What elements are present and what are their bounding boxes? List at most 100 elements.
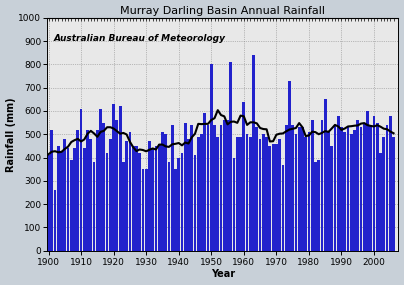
Bar [200, 134, 203, 251]
Bar [67, 148, 69, 251]
Bar [206, 125, 209, 251]
Bar [389, 116, 392, 251]
Bar [379, 153, 382, 251]
Bar [168, 162, 170, 251]
Bar [203, 113, 206, 251]
Bar [262, 134, 265, 251]
Bar [304, 137, 307, 251]
Bar [337, 116, 340, 251]
Bar [76, 130, 79, 251]
Bar [242, 101, 245, 251]
Y-axis label: Rainfall (mm): Rainfall (mm) [6, 97, 16, 172]
Bar [194, 155, 196, 251]
Bar [347, 127, 349, 251]
Bar [141, 169, 144, 251]
Bar [145, 169, 147, 251]
Bar [372, 116, 375, 251]
Bar [50, 130, 53, 251]
Bar [210, 64, 213, 251]
Bar [317, 160, 320, 251]
Bar [278, 139, 281, 251]
Bar [138, 153, 141, 251]
Bar [99, 109, 102, 251]
Bar [217, 137, 219, 251]
Bar [311, 120, 314, 251]
Bar [190, 125, 193, 251]
Bar [54, 190, 57, 251]
Bar [213, 125, 216, 251]
Bar [135, 146, 138, 251]
Bar [340, 127, 343, 251]
Bar [369, 125, 372, 251]
Bar [275, 144, 278, 251]
Bar [181, 153, 183, 251]
Bar [334, 125, 337, 251]
Bar [177, 158, 180, 251]
Bar [301, 127, 304, 251]
Bar [324, 99, 326, 251]
Bar [125, 141, 128, 251]
Bar [103, 123, 105, 251]
Bar [151, 148, 154, 251]
Bar [174, 169, 177, 251]
Bar [233, 158, 236, 251]
Bar [265, 137, 268, 251]
Bar [184, 123, 187, 251]
Bar [356, 120, 359, 251]
Bar [171, 125, 174, 251]
Bar [327, 132, 330, 251]
Bar [70, 160, 73, 251]
Bar [106, 153, 109, 251]
Bar [226, 120, 229, 251]
Bar [285, 125, 288, 251]
Bar [89, 139, 92, 251]
Bar [314, 162, 317, 251]
Bar [96, 130, 99, 251]
Title: Murray Darling Basin Annual Rainfall: Murray Darling Basin Annual Rainfall [120, 5, 325, 16]
Bar [197, 137, 200, 251]
Bar [366, 111, 369, 251]
Bar [83, 148, 86, 251]
Bar [330, 146, 333, 251]
Bar [187, 139, 190, 251]
Bar [288, 81, 291, 251]
Bar [298, 127, 301, 251]
Bar [109, 139, 112, 251]
Bar [63, 139, 66, 251]
Bar [158, 144, 160, 251]
Bar [155, 146, 157, 251]
Bar [161, 132, 164, 251]
Bar [353, 130, 356, 251]
Bar [223, 120, 226, 251]
Bar [132, 146, 135, 251]
Bar [128, 132, 131, 251]
Bar [255, 127, 258, 251]
Bar [350, 134, 353, 251]
Bar [269, 146, 271, 251]
Bar [249, 137, 252, 251]
Bar [259, 139, 261, 251]
Bar [80, 109, 82, 251]
Bar [307, 132, 310, 251]
Bar [376, 123, 379, 251]
Bar [282, 164, 284, 251]
Bar [295, 134, 297, 251]
Bar [73, 148, 76, 251]
Bar [112, 104, 115, 251]
Bar [252, 55, 255, 251]
Bar [164, 134, 167, 251]
Bar [272, 144, 274, 251]
Bar [220, 125, 223, 251]
Bar [116, 120, 118, 251]
Text: Australian Bureau of Meteorology: Australian Bureau of Meteorology [54, 34, 226, 43]
Bar [291, 125, 294, 251]
Bar [236, 137, 239, 251]
Bar [239, 137, 242, 251]
Bar [93, 162, 95, 251]
Bar [246, 134, 248, 251]
Bar [122, 162, 125, 251]
Bar [363, 123, 366, 251]
Bar [343, 132, 346, 251]
Bar [386, 125, 388, 251]
Bar [360, 127, 362, 251]
